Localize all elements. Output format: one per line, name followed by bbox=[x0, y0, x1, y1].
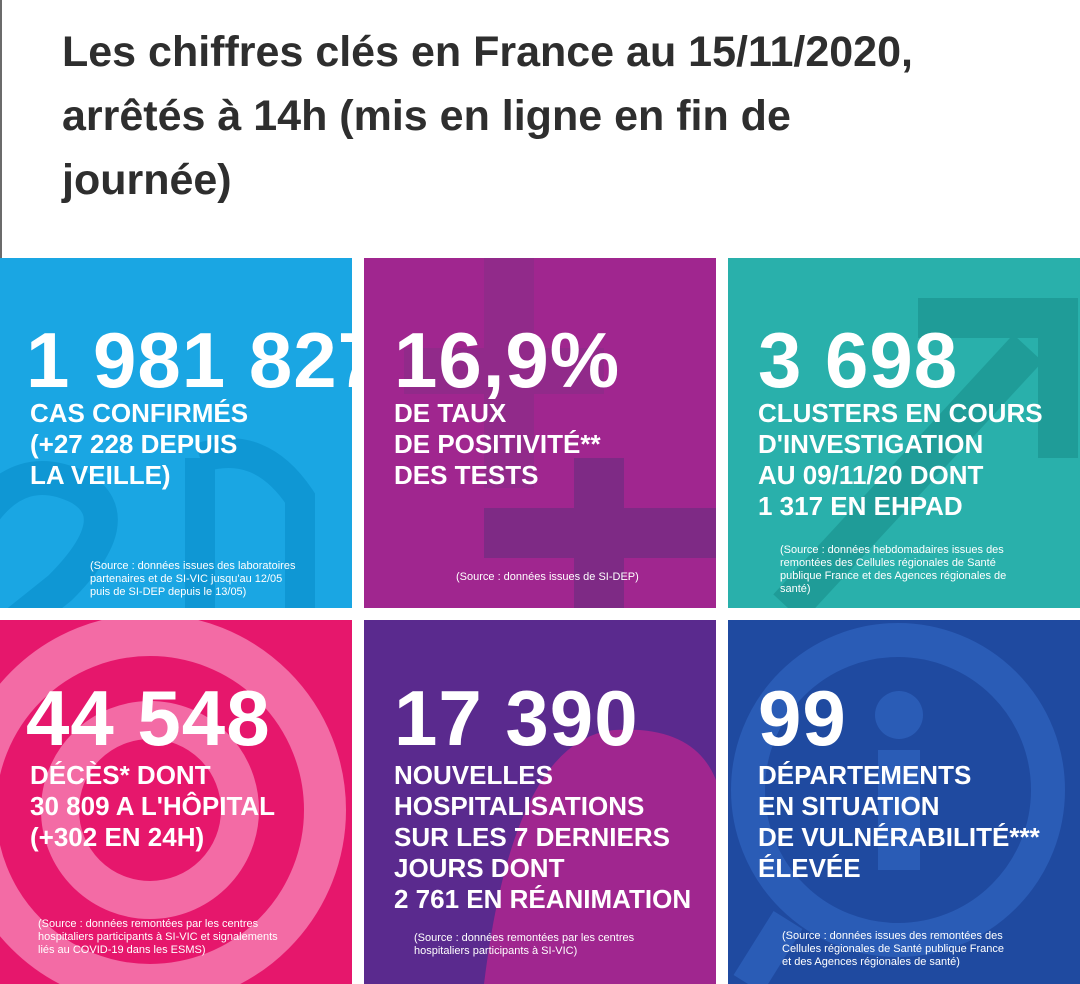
confirmed-cases-label: CAS CONFIRMÉS (+27 228 DEPUIS LA VEILLE) bbox=[30, 398, 248, 491]
departments-label: DÉPARTEMENTS EN SITUATION DE VULNÉRABILI… bbox=[758, 760, 1040, 884]
source-line: hospitaliers participants à SI-VIC) bbox=[414, 945, 578, 957]
hospitalisations-source: (Source : données remontées par les cent… bbox=[414, 932, 634, 958]
confirmed-cases-value: 1 981 827 bbox=[26, 316, 352, 404]
label-line: AU 09/11/20 DONT bbox=[758, 460, 984, 490]
label-line: EN SITUATION bbox=[758, 791, 940, 821]
deaths-value: 44 548 bbox=[26, 674, 271, 762]
title-line: arrêtés à 14h (mis en ligne en fin de bbox=[62, 92, 791, 140]
positivity-rate-label: DE TAUX DE POSITIVITÉ** DES TESTS bbox=[394, 398, 601, 491]
source-line: (Source : données issues des remontées d… bbox=[782, 930, 1003, 942]
label-line: DE POSITIVITÉ** bbox=[394, 429, 601, 459]
source-line: publique France et des Agences régionale… bbox=[780, 570, 1007, 582]
tile-background-graphic bbox=[0, 438, 315, 608]
tile-background-graphic bbox=[773, 298, 1078, 608]
hospitalisations-label: NOUVELLES HOSPITALISATIONS SUR LES 7 DER… bbox=[394, 760, 691, 915]
label-line: CAS CONFIRMÉS bbox=[30, 398, 249, 428]
source-line: Cellules régionales de Santé publique Fr… bbox=[782, 943, 1004, 955]
tile-background-graphic bbox=[0, 620, 346, 984]
tile-positivity-rate: 16,9% DE TAUX DE POSITIVITÉ** DES TESTS … bbox=[364, 258, 716, 608]
source-line: puis de SI-DEP depuis le 13/05) bbox=[90, 586, 247, 598]
source-line: remontées des Cellules régionales de San… bbox=[780, 557, 996, 569]
confirmed-cases-source: (Source : données issues des laboratoire… bbox=[90, 560, 295, 599]
label-line: D'INVESTIGATION bbox=[758, 429, 984, 459]
label-line: HOSPITALISATIONS bbox=[394, 791, 645, 821]
key-figures-grid: 1 981 827 CAS CONFIRMÉS (+27 228 DEPUIS … bbox=[0, 258, 1080, 984]
tile-background-graphic bbox=[731, 623, 1065, 984]
label-line: LA VEILLE) bbox=[30, 460, 171, 490]
label-line: JOURS DONT bbox=[394, 853, 565, 883]
label-line: CLUSTERS EN COURS bbox=[758, 398, 1043, 428]
left-border bbox=[0, 0, 2, 258]
label-line: DE TAUX bbox=[394, 398, 507, 428]
tile-hospitalisations: 17 390 NOUVELLES HOSPITALISATIONS SUR LE… bbox=[364, 620, 716, 984]
source-line: partenaires et de SI-VIC jusqu'au 12/05 bbox=[90, 573, 283, 585]
clusters-value: 3 698 bbox=[758, 316, 959, 404]
positivity-rate-value: 16,9% bbox=[394, 316, 621, 404]
source-line: (Source : données hebdomadaires issues d… bbox=[780, 544, 1004, 556]
page-title: Les chiffres clés en France au 15/11/202… bbox=[62, 20, 1052, 212]
title-line: journée) bbox=[62, 156, 232, 204]
label-line: NOUVELLES bbox=[394, 760, 553, 790]
source-line: et des Agences régionales de santé) bbox=[782, 956, 960, 968]
departments-source: (Source : données issues des remontées d… bbox=[782, 930, 1004, 969]
source-line: hospitaliers participants à SI-VIC et si… bbox=[38, 931, 278, 943]
label-line: 1 317 EN EHPAD bbox=[758, 491, 963, 521]
departments-value: 99 bbox=[758, 674, 847, 762]
deaths-label: DÉCÈS* DONT 30 809 A L'HÔPITAL (+302 EN … bbox=[30, 760, 275, 853]
tile-vulnerable-departments: 99 DÉPARTEMENTS EN SITUATION DE VULNÉRAB… bbox=[728, 620, 1080, 984]
label-line: DES TESTS bbox=[394, 460, 539, 490]
label-line: (+27 228 DEPUIS bbox=[30, 429, 238, 459]
tile-confirmed-cases: 1 981 827 CAS CONFIRMÉS (+27 228 DEPUIS … bbox=[0, 258, 352, 608]
source-line: liés au COVID-19 dans les ESMS) bbox=[38, 944, 206, 956]
deaths-source: (Source : données remontées par les cent… bbox=[38, 918, 278, 957]
hospitalisations-value: 17 390 bbox=[394, 674, 639, 762]
clusters-label: CLUSTERS EN COURS D'INVESTIGATION AU 09/… bbox=[758, 398, 1043, 522]
title-line: Les chiffres clés en France au 15/11/202… bbox=[62, 28, 913, 76]
label-line: DÉCÈS* DONT bbox=[30, 760, 211, 790]
positivity-rate-source: (Source : données issues de SI-DEP) bbox=[456, 571, 639, 584]
source-line: (Source : données remontées par les cent… bbox=[414, 932, 635, 944]
label-line: SUR LES 7 DERNIERS bbox=[394, 822, 670, 852]
label-line: (+302 EN 24H) bbox=[30, 822, 205, 852]
label-line: ÉLEVÉE bbox=[758, 853, 861, 883]
source-line: (Source : données issues de SI-DEP) bbox=[456, 571, 639, 583]
tile-background-graphic bbox=[404, 258, 716, 608]
label-line: DÉPARTEMENTS bbox=[758, 760, 972, 790]
label-line: DE VULNÉRABILITÉ*** bbox=[758, 822, 1040, 852]
source-line: (Source : données remontées par les cent… bbox=[38, 918, 259, 930]
tile-background-graphic bbox=[484, 729, 716, 984]
tile-clusters: 3 698 CLUSTERS EN COURS D'INVESTIGATION … bbox=[728, 258, 1080, 608]
label-line: 2 761 EN RÉANIMATION bbox=[394, 884, 692, 914]
clusters-source: (Source : données hebdomadaires issues d… bbox=[780, 544, 1006, 596]
label-line: 30 809 A L'HÔPITAL bbox=[30, 791, 276, 821]
tile-deaths: 44 548 DÉCÈS* DONT 30 809 A L'HÔPITAL (+… bbox=[0, 620, 352, 984]
source-line: (Source : données issues des laboratoire… bbox=[90, 560, 296, 572]
source-line: santé) bbox=[780, 583, 811, 595]
